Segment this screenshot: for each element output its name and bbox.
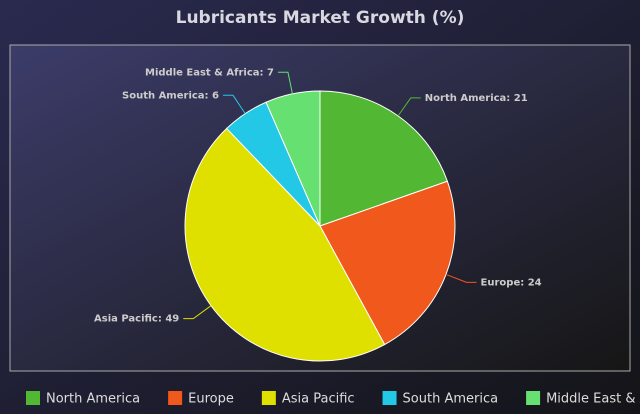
legend-swatch (382, 391, 397, 405)
data-label: South America: 6 (122, 90, 219, 101)
legend-swatch (526, 391, 541, 405)
legend-label: South America (403, 392, 499, 407)
legend-label: Asia Pacific (282, 392, 355, 407)
data-label: Middle East & Africa: 7 (145, 67, 274, 78)
data-label: North America: 21 (425, 93, 528, 104)
pie-slice (319, 180, 456, 346)
legend-label: North America (46, 392, 140, 407)
leader-line (223, 94, 246, 114)
legend-swatch (168, 391, 183, 405)
legend-swatch (26, 391, 40, 405)
leader-line (277, 71, 293, 94)
legend-label: Middle East & Africa (546, 392, 640, 407)
leader-line (183, 305, 212, 320)
chart-title: Lubricants Market Growth (%) (176, 8, 465, 28)
legend-swatch (261, 391, 276, 405)
data-label: Europe: 24 (481, 277, 542, 288)
leader-line (397, 97, 421, 117)
data-label: Asia Pacific: 49 (94, 314, 179, 325)
leader-line (445, 273, 477, 283)
legend-label: Europe (188, 392, 234, 407)
pie-slice (184, 127, 386, 362)
